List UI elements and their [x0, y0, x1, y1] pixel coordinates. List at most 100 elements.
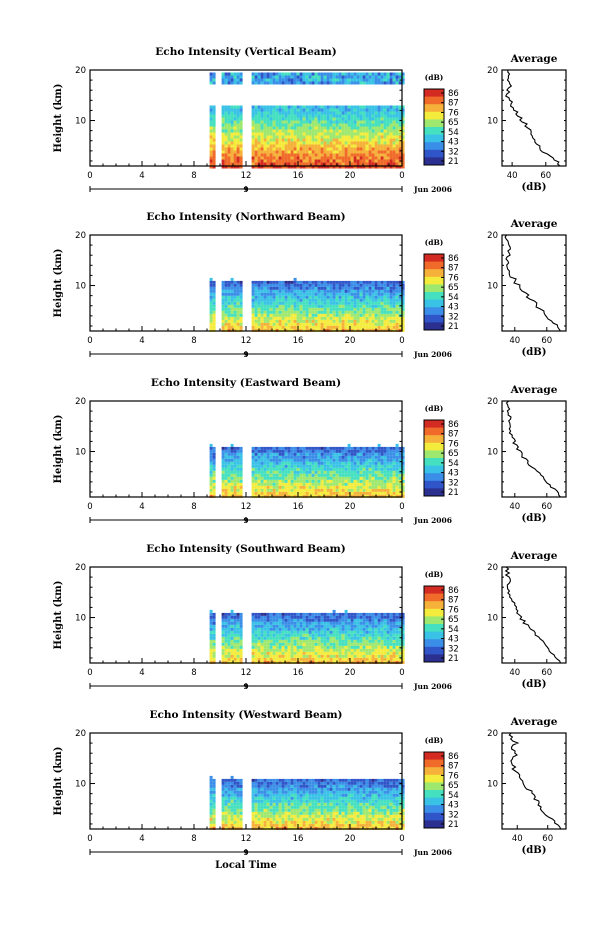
- heatmap-cell: [212, 75, 216, 79]
- heatmap-cell: [212, 633, 216, 637]
- heatmap-cell: [317, 150, 321, 154]
- heatmap-cell: [332, 153, 336, 157]
- heatmap-cell: [335, 639, 339, 643]
- heatmap-cell: [302, 120, 306, 124]
- heatmap-cell: [224, 105, 228, 109]
- heatmap-cell: [338, 473, 342, 477]
- profile-x-tick-label: 40: [509, 336, 520, 346]
- heatmap-cell: [389, 452, 393, 456]
- heatmap-cell: [281, 165, 285, 169]
- heatmap-cell: [350, 141, 354, 145]
- heatmap-cell: [392, 654, 396, 658]
- heatmap-cell: [317, 114, 321, 118]
- heatmap-cell: [287, 292, 291, 296]
- heatmap-cell: [209, 313, 213, 317]
- heatmap-cell: [293, 645, 297, 649]
- heatmap-cell: [227, 105, 231, 109]
- heatmap-cell: [398, 488, 402, 492]
- heatmap-cell: [269, 461, 273, 465]
- heatmap-cell: [233, 642, 237, 646]
- heatmap-cell: [380, 618, 384, 622]
- heatmap-cell: [311, 162, 315, 166]
- heatmap-cell: [254, 75, 258, 79]
- heatmap-cell: [401, 488, 405, 492]
- heatmap-cell: [326, 78, 330, 82]
- heatmap-cell: [266, 452, 270, 456]
- heatmap-cell: [356, 313, 360, 317]
- heatmap-cell: [266, 642, 270, 646]
- heatmap-cell: [263, 633, 267, 637]
- heatmap-cell: [314, 141, 318, 145]
- heatmap-cell: [359, 627, 363, 631]
- heatmap-cell: [317, 461, 321, 465]
- heatmap-cell: [221, 470, 225, 474]
- heatmap-cell: [257, 615, 261, 619]
- heatmap-cell: [335, 651, 339, 655]
- heatmap-cell: [368, 452, 372, 456]
- heatmap-cell: [332, 494, 336, 498]
- heatmap-cell: [383, 319, 387, 323]
- heatmap-cell: [209, 618, 213, 622]
- heatmap-cell: [299, 630, 303, 634]
- heatmap-cell: [254, 458, 258, 462]
- heatmap-cell: [383, 105, 387, 109]
- heatmap-cell: [233, 633, 237, 637]
- heatmap-cell: [257, 313, 261, 317]
- heatmap-cell: [374, 132, 378, 136]
- heatmap-cell: [341, 138, 345, 142]
- heatmap-cell: [359, 129, 363, 133]
- heatmap-cell: [284, 81, 288, 85]
- heatmap-cell: [338, 292, 342, 296]
- heatmap-cell: [284, 304, 288, 308]
- colorbar-level-label: 86: [448, 89, 459, 99]
- heatmap-cell: [317, 322, 321, 326]
- heatmap-cell: [296, 479, 300, 483]
- heatmap-cell: [386, 292, 390, 296]
- heatmap-cell: [386, 78, 390, 82]
- heatmap-cell: [341, 72, 345, 76]
- heatmap-cell: [209, 470, 213, 474]
- heatmap-cell: [290, 642, 294, 646]
- heatmap-cell: [314, 645, 318, 649]
- heatmap-cell: [314, 283, 318, 287]
- heatmap-cell: [260, 470, 264, 474]
- heatmap-cell: [332, 621, 336, 625]
- heatmap-cell: [272, 307, 276, 311]
- heatmap-cell: [266, 81, 270, 85]
- heatmap-cell: [308, 618, 312, 622]
- heatmap-cell: [395, 138, 399, 142]
- heatmap-cell: [293, 117, 297, 121]
- heatmap-cell: [317, 75, 321, 79]
- heatmap-cell: [323, 651, 327, 655]
- heatmap-cell: [284, 105, 288, 109]
- heatmap-cell: [326, 105, 330, 109]
- heatmap-cell: [311, 482, 315, 486]
- heatmap-cell: [335, 280, 339, 284]
- heatmap-cell: [380, 642, 384, 646]
- heatmap-cell: [236, 153, 240, 157]
- heatmap-cell: [296, 75, 300, 79]
- heatmap-cell: [386, 482, 390, 486]
- heatmap-cell: [314, 612, 318, 616]
- heatmap-cell: [308, 150, 312, 154]
- x-tick-label: 20: [345, 336, 356, 346]
- heatmap-cell: [374, 283, 378, 287]
- heatmap-cell: [293, 295, 297, 299]
- heatmap-cell: [278, 479, 282, 483]
- heatmap-cell: [284, 162, 288, 166]
- heatmap-cell: [320, 651, 324, 655]
- heatmap-cell: [263, 494, 267, 498]
- y-axis-label: Height (km): [53, 581, 64, 650]
- heatmap-cell: [224, 479, 228, 483]
- heatmap-cell: [266, 449, 270, 453]
- heatmap-cell: [308, 114, 312, 118]
- heatmap-cell: [221, 467, 225, 471]
- heatmap-cell: [257, 645, 261, 649]
- heatmap-cell: [209, 482, 213, 486]
- heatmap-cell: [338, 458, 342, 462]
- heatmap-cell: [356, 132, 360, 136]
- heatmap-cell: [326, 467, 330, 471]
- heatmap-cell: [296, 645, 300, 649]
- heatmap-cell: [362, 313, 366, 317]
- heatmap-cell: [377, 159, 381, 163]
